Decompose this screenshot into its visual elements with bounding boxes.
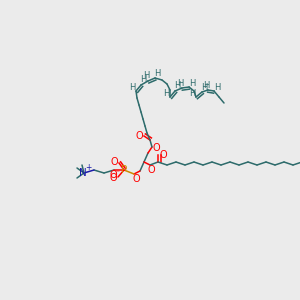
Text: O: O <box>109 170 117 180</box>
Text: O: O <box>135 131 143 141</box>
Text: H: H <box>189 89 195 98</box>
Text: H: H <box>163 89 169 98</box>
Text: +: + <box>85 164 91 172</box>
Text: H: H <box>177 79 183 88</box>
Text: H: H <box>189 79 195 88</box>
Text: H: H <box>140 76 146 85</box>
Text: H: H <box>214 82 220 91</box>
Text: O: O <box>152 143 160 153</box>
Text: O: O <box>109 173 117 183</box>
Text: H: H <box>203 80 209 89</box>
Text: P: P <box>121 165 127 175</box>
Text: O: O <box>132 174 140 184</box>
Text: H: H <box>129 83 135 92</box>
Text: O: O <box>147 165 155 175</box>
Text: O: O <box>159 150 167 160</box>
Text: H: H <box>201 82 207 91</box>
Text: H: H <box>154 70 160 79</box>
Text: ⁻: ⁻ <box>115 169 119 178</box>
Text: H: H <box>143 71 149 80</box>
Text: N: N <box>79 168 87 178</box>
Text: H: H <box>174 82 180 91</box>
Text: O: O <box>110 157 118 167</box>
